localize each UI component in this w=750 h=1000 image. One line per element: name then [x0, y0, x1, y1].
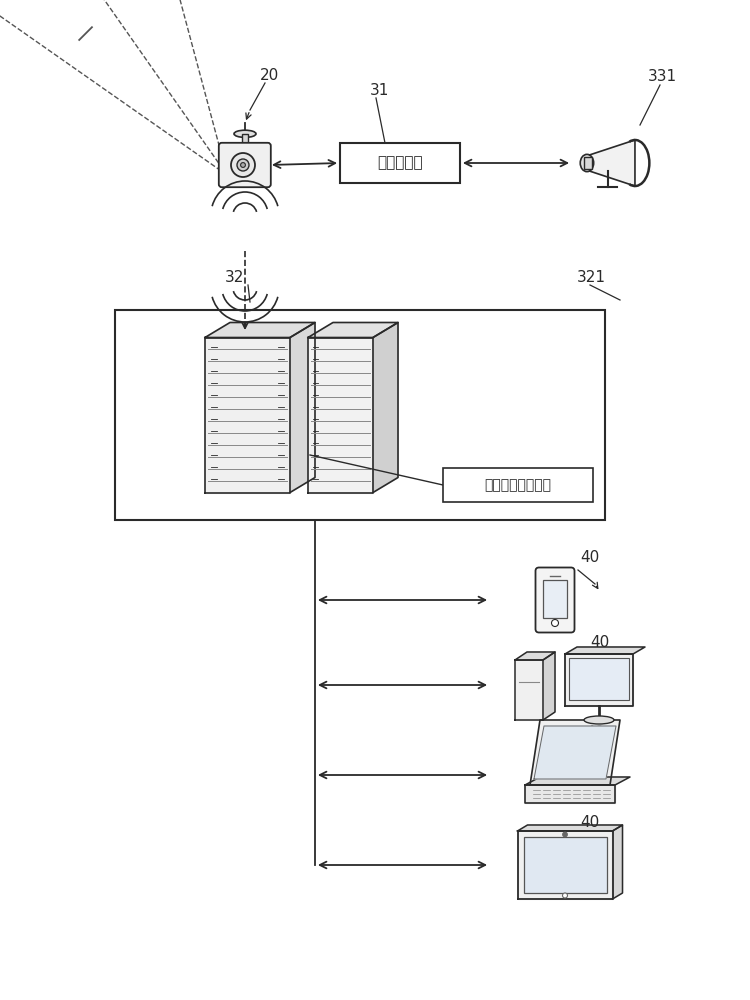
Polygon shape: [290, 322, 315, 492]
Polygon shape: [518, 825, 622, 831]
Polygon shape: [518, 831, 613, 899]
Bar: [543, 580, 567, 618]
Polygon shape: [543, 652, 555, 720]
Bar: [443, 468, 593, 502]
Polygon shape: [515, 652, 555, 660]
Circle shape: [237, 159, 249, 171]
Bar: [340, 143, 460, 183]
Polygon shape: [530, 720, 620, 785]
Text: 32: 32: [225, 270, 245, 285]
Text: 321: 321: [577, 270, 606, 285]
Circle shape: [562, 893, 568, 898]
Text: 20: 20: [260, 68, 279, 83]
Text: 车用计算机: 车用计算机: [377, 155, 423, 170]
Bar: [569, 658, 629, 700]
Text: 40: 40: [580, 815, 599, 830]
Polygon shape: [205, 338, 290, 492]
Text: 331: 331: [648, 69, 677, 84]
Polygon shape: [205, 322, 315, 338]
Bar: [242, 134, 248, 145]
Text: 40: 40: [590, 635, 609, 650]
Bar: [584, 157, 592, 169]
Polygon shape: [565, 647, 645, 654]
Polygon shape: [613, 825, 622, 899]
Polygon shape: [525, 785, 615, 803]
Polygon shape: [308, 338, 373, 492]
Polygon shape: [308, 322, 398, 338]
Polygon shape: [589, 140, 635, 186]
Polygon shape: [565, 654, 633, 706]
Circle shape: [231, 153, 255, 177]
Circle shape: [241, 163, 245, 167]
Bar: [115, 310, 605, 520]
Polygon shape: [525, 777, 630, 785]
Polygon shape: [373, 322, 398, 492]
Text: 物流计量管理平台: 物流计量管理平台: [484, 478, 551, 492]
Ellipse shape: [234, 130, 256, 137]
Polygon shape: [515, 660, 543, 720]
Circle shape: [551, 619, 559, 626]
Ellipse shape: [580, 154, 594, 172]
Text: 40: 40: [580, 550, 599, 565]
FancyBboxPatch shape: [219, 143, 271, 187]
Text: 40: 40: [585, 725, 604, 740]
Ellipse shape: [584, 716, 614, 724]
Polygon shape: [534, 726, 616, 779]
FancyBboxPatch shape: [536, 568, 574, 633]
Text: 31: 31: [370, 83, 389, 98]
Bar: [524, 837, 607, 893]
Circle shape: [562, 832, 567, 837]
